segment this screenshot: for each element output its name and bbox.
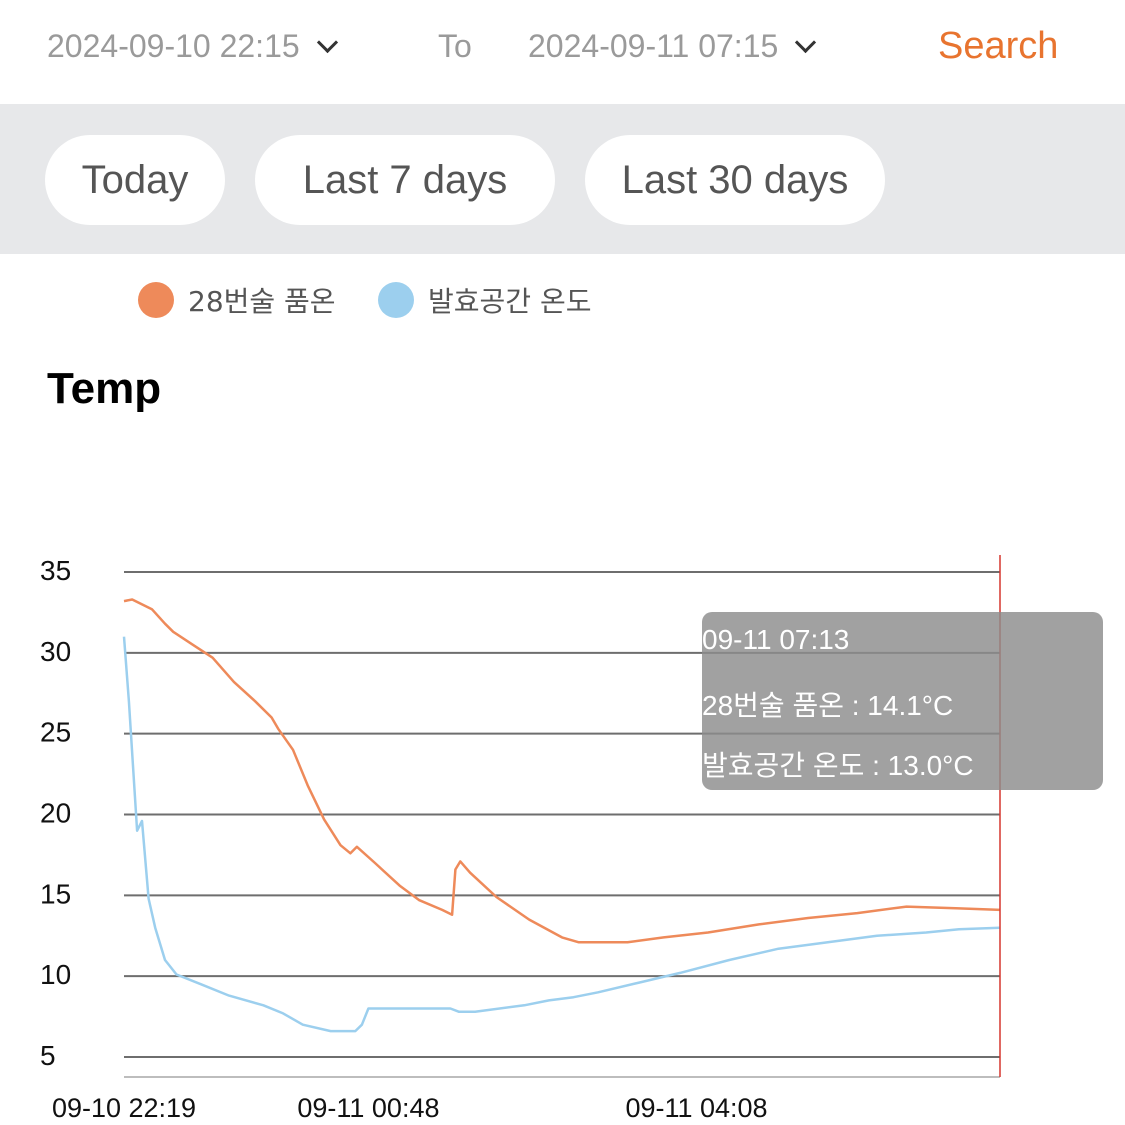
- end-date-select[interactable]: 2024-09-11 07:15: [528, 24, 817, 68]
- y-tick-label: 35: [40, 555, 71, 586]
- legend-item-series-2[interactable]: 발효공간 온도: [378, 280, 591, 320]
- chart-title: Temp: [47, 364, 162, 413]
- to-label: To: [438, 28, 472, 64]
- quick-range-bar: Today Last 7 days Last 30 days: [0, 104, 1125, 254]
- start-date-value: 2024-09-10 22:15: [47, 27, 300, 64]
- y-tick-label: 10: [40, 959, 71, 990]
- x-tick-label: 09-11 00:48: [297, 1093, 439, 1123]
- y-tick-label: 25: [40, 717, 71, 748]
- series-line-2: [122, 636, 1001, 1033]
- series-line-1: [123, 598, 1001, 944]
- today-button[interactable]: Today: [45, 135, 225, 225]
- legend-dot-icon: [138, 282, 174, 318]
- start-date-select[interactable]: 2024-09-10 22:15: [47, 24, 338, 68]
- tooltip-line-series-2: 발효공간 온도 : 13.0°C: [702, 750, 974, 781]
- y-tick-label: 30: [40, 636, 71, 667]
- x-tick-label: 09-11 04:08: [625, 1093, 767, 1123]
- legend-label: 발효공간 온도: [428, 285, 592, 318]
- search-button[interactable]: Search: [938, 25, 1059, 67]
- last-7-days-button[interactable]: Last 7 days: [255, 135, 555, 225]
- legend-dot-icon: [378, 282, 414, 318]
- y-tick-label: 20: [40, 798, 71, 829]
- chart-tooltip: 09-11 07:13 28번술 품온 : 14.1°C 발효공간 온도 : 1…: [702, 612, 1103, 790]
- last-30-days-button[interactable]: Last 30 days: [585, 135, 885, 225]
- tooltip-line-series-1: 28번술 품온 : 14.1°C: [702, 690, 954, 721]
- tooltip-time: 09-11 07:13: [702, 624, 850, 655]
- date-range-bar: 2024-09-10 22:15 To 2024-09-11 07:15 Sea…: [0, 0, 1125, 104]
- y-tick-label: 15: [40, 878, 71, 909]
- x-tick-label: 09-10 22:19: [52, 1093, 196, 1123]
- y-tick-label: 5: [40, 1040, 56, 1071]
- end-date-value: 2024-09-11 07:15: [528, 27, 779, 64]
- legend-item-series-1[interactable]: 28번술 품온: [138, 280, 336, 320]
- legend-label: 28번술 품온: [188, 285, 336, 318]
